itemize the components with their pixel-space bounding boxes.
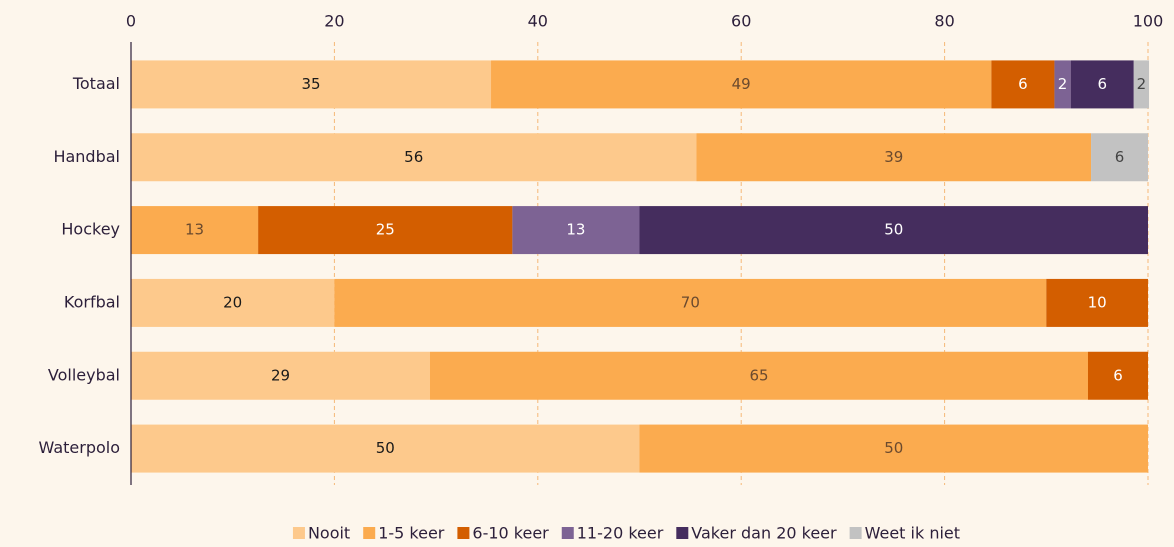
data-label: 6 xyxy=(1018,75,1028,93)
data-label: 65 xyxy=(749,366,768,384)
data-label: 50 xyxy=(376,439,395,457)
bar-segment xyxy=(131,60,492,109)
bar-segment xyxy=(131,424,640,473)
bar-segment xyxy=(429,351,1088,400)
data-label: 6 xyxy=(1113,366,1123,384)
data-label: 6 xyxy=(1097,75,1107,93)
bar-segment xyxy=(1087,351,1148,400)
bar-segment xyxy=(1054,60,1071,109)
data-label: 13 xyxy=(185,221,204,239)
bar-segment xyxy=(131,206,259,255)
bar-segment xyxy=(1070,60,1134,109)
data-label: 49 xyxy=(732,75,751,93)
legend-swatch xyxy=(561,527,574,539)
bar-segment xyxy=(1091,133,1148,182)
legend-label: Nooit xyxy=(308,524,350,543)
y-tick-label: Handbal xyxy=(53,147,120,166)
data-label: 6 xyxy=(1115,148,1125,166)
bar-segment xyxy=(131,351,430,400)
x-tick-label: 40 xyxy=(528,12,548,31)
x-tick-label: 0 xyxy=(126,12,136,31)
bar-segment xyxy=(258,206,513,255)
x-tick-label: 20 xyxy=(324,12,344,31)
data-label: 50 xyxy=(884,439,903,457)
data-label: 2 xyxy=(1058,75,1068,93)
legend-label: Vaker dan 20 keer xyxy=(691,524,837,543)
x-tick-label: 100 xyxy=(1133,12,1164,31)
legend-label: 6-10 keer xyxy=(472,524,549,543)
data-label: 56 xyxy=(404,148,423,166)
legend-swatch xyxy=(849,527,862,539)
data-label: 29 xyxy=(271,366,290,384)
bar-segment xyxy=(991,60,1055,109)
data-label: 35 xyxy=(301,75,320,93)
y-tick-label: Hockey xyxy=(61,220,120,239)
data-label: 2 xyxy=(1137,75,1147,93)
data-label: 20 xyxy=(223,293,242,311)
y-tick-label: Waterpolo xyxy=(39,438,120,457)
bar-segment xyxy=(639,424,1148,473)
bar-segment xyxy=(1133,60,1150,109)
y-tick-label: Totaal xyxy=(72,74,120,93)
y-tick-label: Volleybal xyxy=(48,365,120,384)
x-tick-label: 80 xyxy=(934,12,954,31)
data-label: 70 xyxy=(681,293,700,311)
legend-swatch xyxy=(457,527,470,539)
data-label: 13 xyxy=(566,221,585,239)
bar-segment xyxy=(1046,278,1148,327)
bar-segment xyxy=(491,60,992,109)
legend-label: Weet ik niet xyxy=(865,524,960,543)
legend-swatch xyxy=(292,527,305,539)
y-tick-label: Korfbal xyxy=(64,292,120,311)
legend-swatch xyxy=(363,527,376,539)
x-tick-label: 60 xyxy=(731,12,751,31)
legend-label: 1-5 keer xyxy=(378,524,445,543)
legend-label: 11-20 keer xyxy=(577,524,664,543)
legend-swatch xyxy=(676,527,689,539)
bar-segment xyxy=(696,133,1092,182)
bar-segment xyxy=(512,206,640,255)
data-label: 50 xyxy=(884,221,903,239)
bar-segment xyxy=(131,278,335,327)
bar-segment xyxy=(131,133,697,182)
data-label: 25 xyxy=(376,221,395,239)
data-label: 10 xyxy=(1088,293,1107,311)
bar-segment xyxy=(334,278,1047,327)
data-label: 39 xyxy=(884,148,903,166)
bar-segment xyxy=(639,206,1148,255)
